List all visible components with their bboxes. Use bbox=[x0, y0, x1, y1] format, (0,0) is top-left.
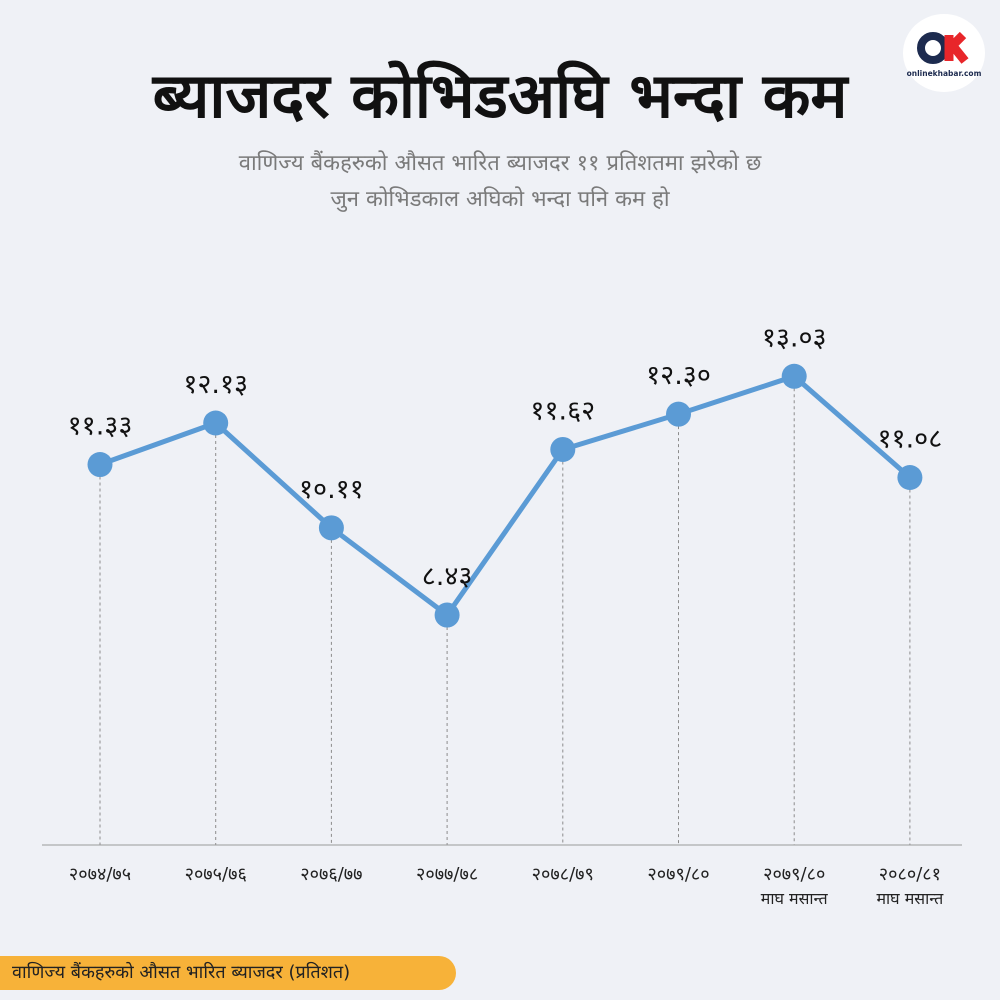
x-tick-label: २०७५/७६ bbox=[185, 864, 247, 885]
data-point bbox=[87, 452, 113, 478]
series-line bbox=[99, 373, 912, 618]
data-point bbox=[781, 363, 807, 389]
data-label: ८.४३ bbox=[422, 561, 473, 592]
data-label: १२.१३ bbox=[183, 369, 248, 400]
data-label: ११.६२ bbox=[530, 395, 595, 426]
data-label: १२.३० bbox=[646, 360, 711, 391]
x-tick-label: २०७९/८० bbox=[647, 864, 709, 885]
data-label: ११.०८ bbox=[878, 423, 943, 454]
data-label: ११.३३ bbox=[68, 411, 133, 442]
data-label: १३.०३ bbox=[762, 322, 827, 353]
data-point bbox=[550, 436, 576, 462]
data-point bbox=[434, 602, 460, 628]
subtitle-line-1: वाणिज्य बैंकहरुको औसत भारित ब्याजदर ११ प… bbox=[238, 151, 762, 176]
subtitle-line-2: जुन कोभिडकाल अघिको भन्दा पनि कम हो bbox=[330, 187, 670, 212]
x-tick-sublabel: माघ मसान्त bbox=[876, 889, 944, 908]
data-label: १०.११ bbox=[299, 474, 364, 505]
data-point bbox=[666, 401, 691, 427]
x-tick-label: २०७७/७८ bbox=[416, 864, 478, 885]
logo-text: onlinekhabar.com bbox=[907, 69, 982, 78]
page-title: ब्याजदर कोभिडअघि भन्दा कम bbox=[152, 59, 848, 132]
footer-legend: वाणिज्य बैंकहरुको औसत भारित ब्याजदर (प्र… bbox=[0, 956, 456, 990]
x-tick-label: २०७८/७९ bbox=[532, 864, 594, 885]
x-tick-label: २०७९/८० bbox=[763, 864, 825, 885]
x-tick-label: २०७६/७७ bbox=[300, 864, 362, 885]
x-tick-label: २०७४/७५ bbox=[69, 864, 131, 885]
data-point bbox=[897, 464, 923, 490]
x-tick-label: २०८०/८१ bbox=[879, 864, 941, 885]
data-point bbox=[203, 410, 229, 436]
onlinekhabar-logo-icon: onlinekhabar.com bbox=[903, 14, 985, 92]
data-point bbox=[318, 515, 344, 541]
x-tick-sublabel: माघ मसान्त bbox=[761, 889, 829, 908]
subtitle: वाणिज्य बैंकहरुको औसत भारित ब्याजदर ११ प… bbox=[0, 146, 1000, 218]
